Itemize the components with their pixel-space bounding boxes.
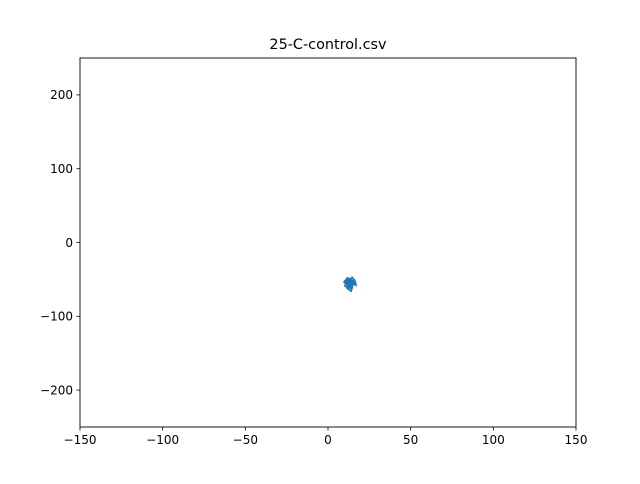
x-tick-label: −150 [64, 433, 97, 447]
y-tick-label: 0 [65, 236, 73, 250]
x-tick-label: −100 [146, 433, 179, 447]
x-tick-label: −50 [233, 433, 258, 447]
x-tick-label: 0 [324, 433, 332, 447]
plot-area [343, 276, 358, 293]
y-axis: −200 −100 0 100 200 [40, 88, 80, 397]
x-axis: −150 −100 −50 0 50 100 150 [64, 427, 588, 447]
series-line-0 [343, 276, 358, 293]
chart-title: 25-C-control.csv [269, 37, 387, 53]
y-tick-label: 200 [50, 88, 73, 102]
y-tick-label: −100 [40, 310, 73, 324]
y-tick-label: 100 [50, 162, 73, 176]
x-tick-label: 100 [482, 433, 505, 447]
x-tick-label: 150 [565, 433, 588, 447]
y-tick-label: −200 [40, 383, 73, 397]
plot-frame [79, 57, 577, 428]
x-tick-label: 50 [403, 433, 418, 447]
